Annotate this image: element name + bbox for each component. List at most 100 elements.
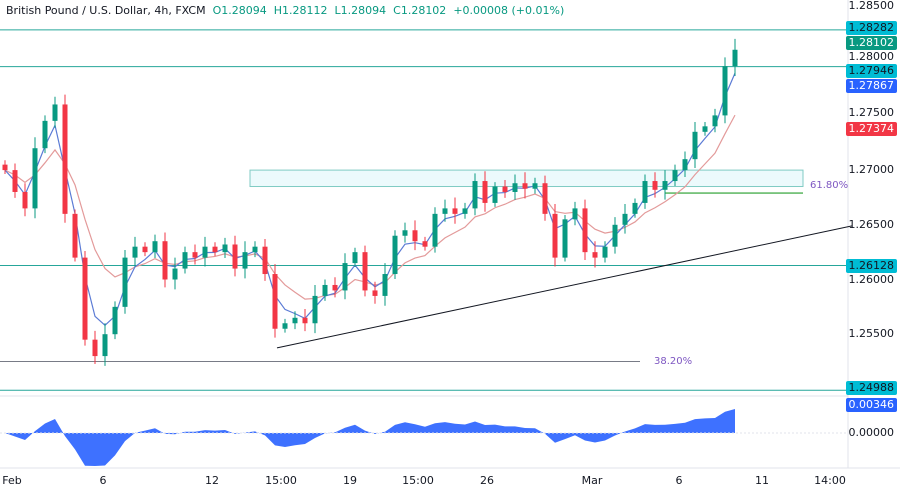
candle-body (482, 181, 488, 203)
candle-body (442, 208, 448, 214)
candle-body (732, 49, 738, 67)
price-label: 1.27946 (845, 64, 897, 78)
candle-body (282, 323, 288, 329)
time-tick: 15:00 (402, 474, 434, 487)
time-tick: 6 (675, 474, 683, 487)
candle-body (662, 181, 668, 190)
candle-body (712, 115, 718, 127)
candle-body (432, 213, 438, 247)
candle-body (122, 257, 128, 307)
time-tick: 15:00 (265, 474, 297, 487)
candle-body (702, 126, 708, 132)
candle-body (582, 208, 588, 253)
candle-body (632, 202, 638, 214)
candle-body (642, 181, 648, 203)
time-tick: Mar (581, 474, 603, 487)
candle-body (502, 186, 508, 192)
trendline (276, 225, 853, 349)
candle-body (152, 241, 158, 253)
candle-body (42, 120, 48, 149)
candle-body (162, 241, 168, 280)
candle-body (2, 164, 8, 171)
candle-body (692, 131, 698, 160)
candle-body (242, 252, 248, 269)
candle-body (102, 334, 108, 357)
price-label: 1.27867 (845, 79, 897, 93)
candle-body (472, 181, 478, 209)
candle-body (352, 252, 358, 264)
price-tick: 1.26500 (848, 217, 895, 231)
price-tick: 1.26000 (848, 272, 895, 286)
time-tick: 19 (343, 474, 357, 487)
candle-body (322, 284, 328, 296)
close-value: C1.28102 (393, 4, 447, 17)
candle-body (552, 213, 558, 258)
candle-body (602, 246, 608, 258)
candle-body (292, 317, 298, 324)
candle-body (682, 159, 688, 171)
candle-body (312, 295, 318, 324)
candle-body (32, 148, 38, 209)
candle-body (72, 213, 78, 258)
candle-body (612, 224, 618, 247)
candle-body (52, 104, 58, 121)
price-label: 1.26128 (845, 259, 897, 273)
price-label: 1.24988 (845, 381, 897, 395)
candle-body (92, 339, 98, 357)
time-tick: 12 (205, 474, 219, 487)
price-label: 1.28102 (845, 36, 897, 50)
candle-body (462, 208, 468, 214)
price-tick: 1.28500 (848, 0, 895, 12)
candle-body (272, 274, 278, 329)
candle-body (202, 246, 208, 258)
time-tick: 26 (480, 474, 494, 487)
oscillator-zero-tick: 0.00000 (848, 426, 895, 439)
candle-body (342, 263, 348, 291)
candle-body (112, 306, 118, 335)
candle-body (562, 219, 568, 258)
fast-moving-average (4, 72, 736, 327)
candle-body (452, 208, 458, 214)
time-tick: 6 (99, 474, 107, 487)
chart-title-bar: British Pound / U.S. Dollar, 4h, FXCM O1… (6, 4, 564, 17)
candle-body (382, 274, 388, 296)
candle-body (532, 183, 538, 189)
candle-body (512, 183, 518, 192)
candle-body (542, 183, 548, 214)
change-value: +0.00008 (+0.01%) (453, 4, 565, 17)
candle-body (652, 181, 658, 190)
candle-body (192, 252, 198, 258)
fib-382-label: 38.20% (654, 356, 693, 367)
symbol-label: British Pound / U.S. Dollar, 4h, FXCM (6, 4, 206, 17)
time-tick: 11 (755, 474, 769, 487)
candle-body (412, 230, 418, 242)
price-tick: 1.28000 (848, 50, 895, 63)
candle-body (522, 183, 528, 189)
candle-body (672, 170, 678, 182)
candle-body (22, 191, 28, 209)
candle-body (492, 186, 498, 203)
price-tick: 1.27000 (848, 163, 895, 177)
candle-body (232, 244, 238, 269)
time-tick: Feb (2, 474, 22, 487)
candle-body (372, 290, 378, 296)
fib-618-label: 61.80% (810, 180, 849, 191)
candle-body (82, 257, 88, 340)
oscillator-area (0, 409, 735, 466)
price-tick: 1.25500 (848, 327, 895, 341)
price-tick: 1.27500 (848, 106, 895, 119)
candle-body (722, 66, 728, 116)
candle-body (142, 246, 148, 253)
low-value: L1.28094 (334, 4, 387, 17)
candle-body (62, 104, 68, 214)
candle-body (622, 213, 628, 225)
candle-body (252, 246, 258, 253)
candle-body (262, 246, 268, 275)
candle-body (402, 230, 408, 236)
candle-body (182, 252, 188, 269)
candle-body (592, 252, 598, 258)
candle-body (422, 241, 428, 247)
time-tick: 14:00 (814, 474, 846, 487)
